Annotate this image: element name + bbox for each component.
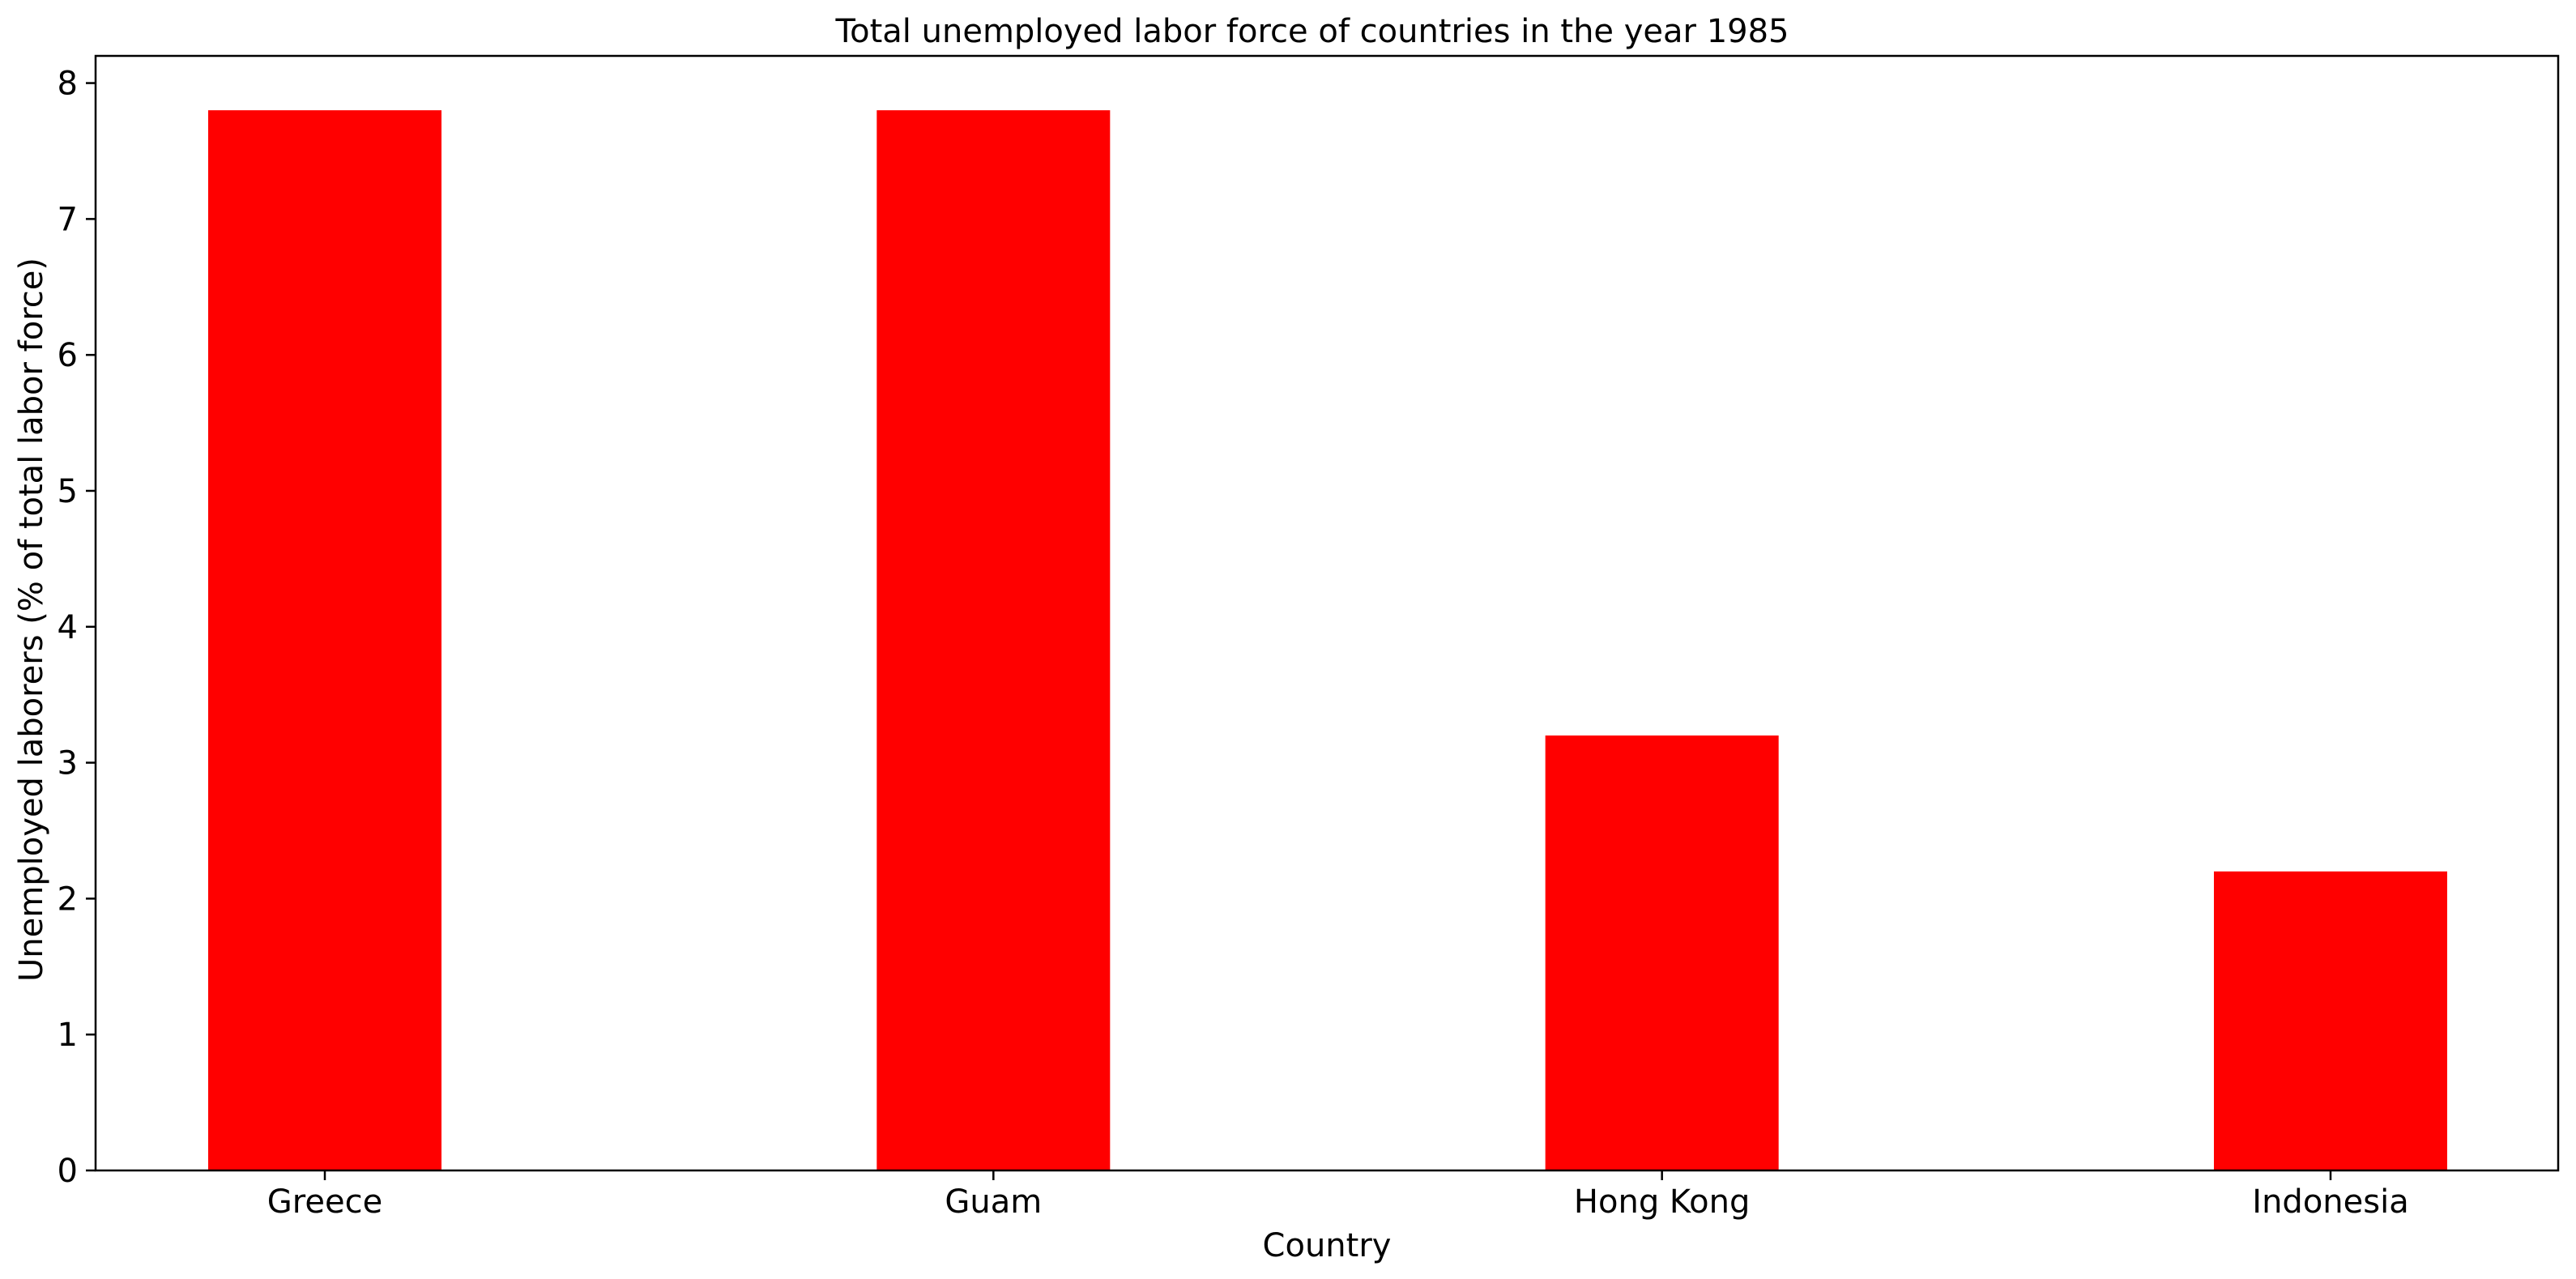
y-tick-label: 0	[58, 1153, 78, 1190]
plot-area-frame	[94, 54, 2560, 1172]
y-tick-label: 8	[58, 66, 78, 103]
bars	[208, 110, 2447, 1170]
y-tick-label: 5	[58, 473, 78, 510]
bar-greece	[208, 110, 441, 1170]
y-tick-label: 7	[58, 201, 78, 238]
x-tick-label: Guam	[945, 1183, 1042, 1221]
y-axis-ticks: 0 1 2 3 4 5 6 7 8	[58, 66, 96, 1190]
y-tick-label: 1	[58, 1017, 78, 1054]
y-tick-label: 4	[58, 609, 78, 646]
y-axis-label: Unemployed laborers (% of total labor fo…	[13, 258, 50, 982]
x-axis-ticks: Greece Guam Hong Kong Indonesia	[267, 1170, 2409, 1221]
x-tick-label: Greece	[267, 1183, 382, 1221]
bar-guam	[876, 110, 1111, 1170]
chart-title: Total unemployed labor force of countrie…	[835, 13, 1789, 50]
y-tick-label: 6	[58, 337, 78, 374]
y-tick-label: 3	[58, 745, 78, 782]
x-tick-label: Indonesia	[2252, 1183, 2408, 1221]
x-axis-label: Country	[1263, 1227, 1392, 1264]
bar-indonesia	[2214, 871, 2447, 1170]
x-tick-label: Hong Kong	[1574, 1183, 1750, 1221]
bar-hong-kong	[1545, 735, 1779, 1170]
y-tick-label: 2	[58, 880, 78, 918]
